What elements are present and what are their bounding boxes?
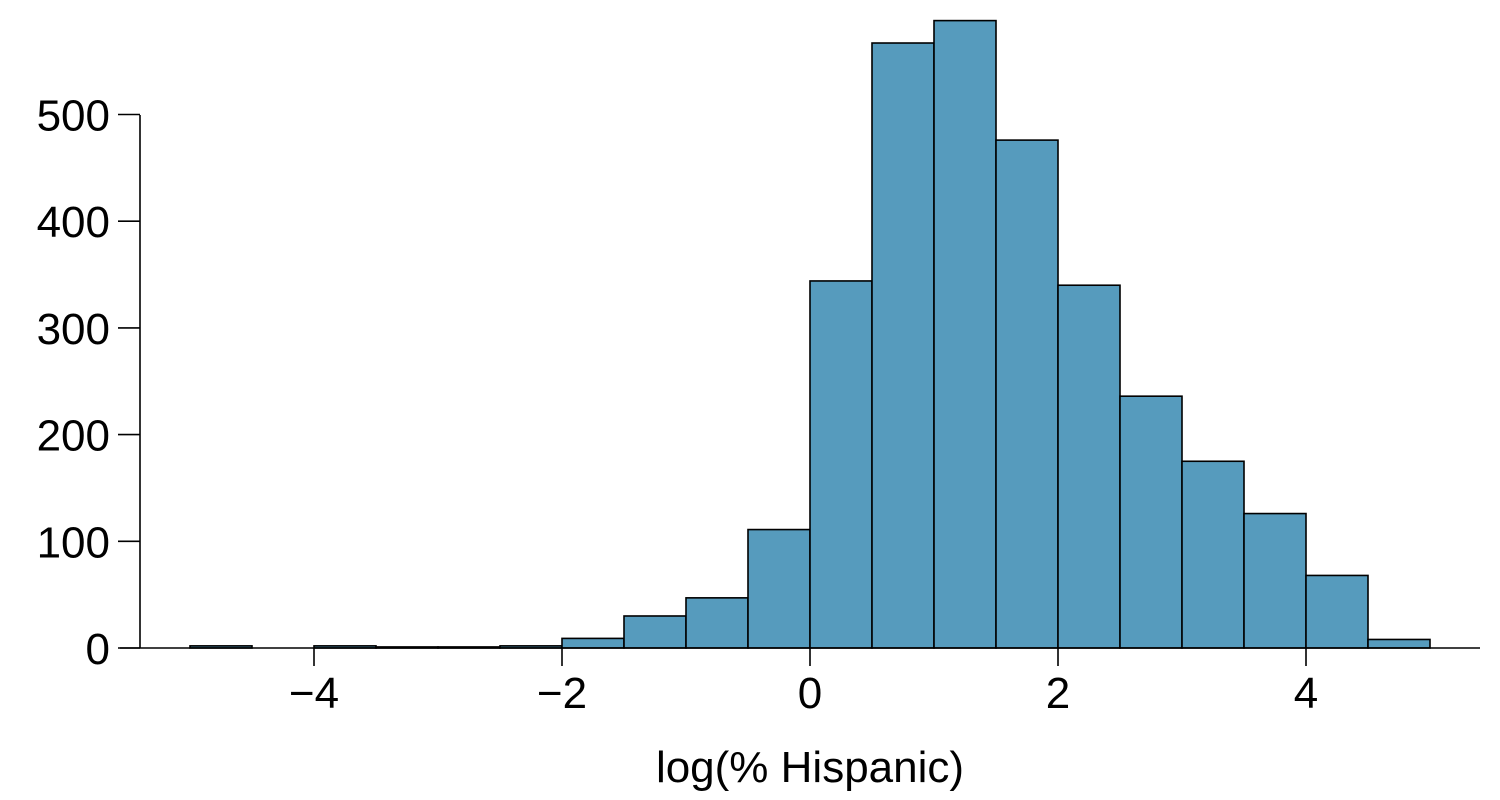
x-ticks-layer: −4 −2 0 2 4 [289, 648, 1318, 718]
histogram-bar [685, 597, 749, 649]
bars-layer [189, 19, 1431, 649]
histogram-bar [1119, 395, 1183, 649]
histogram-bar [1057, 284, 1121, 649]
x-tick-label: 0 [798, 669, 822, 718]
y-ticks-layer: 0 100 200 300 400 500 [37, 92, 140, 674]
y-tick-label: 300 [37, 305, 110, 354]
x-tick-label: −2 [537, 669, 587, 718]
histogram-bar [809, 280, 873, 649]
x-tick-label: 4 [1294, 669, 1318, 718]
histogram-bar [871, 42, 935, 649]
y-tick-label: 500 [37, 92, 110, 141]
x-tick-label: −4 [289, 669, 339, 718]
histogram-bar [1367, 638, 1431, 649]
x-tick-label: 2 [1046, 669, 1070, 718]
x-axis-title: log(% Hispanic) [656, 743, 964, 792]
axes-layer [120, 115, 1480, 649]
histogram-bar [1181, 460, 1245, 649]
histogram-bar [747, 528, 811, 649]
histogram-bar [1243, 512, 1307, 649]
histogram-bar [1305, 574, 1369, 649]
y-tick-label: 200 [37, 412, 110, 461]
y-tick-label: 0 [86, 625, 110, 674]
histogram-bar [561, 637, 625, 649]
y-tick-label: 400 [37, 198, 110, 247]
histogram-bar [623, 615, 687, 649]
histogram-bar [933, 19, 997, 649]
histogram-bar [995, 139, 1059, 649]
y-tick-label: 100 [37, 518, 110, 567]
